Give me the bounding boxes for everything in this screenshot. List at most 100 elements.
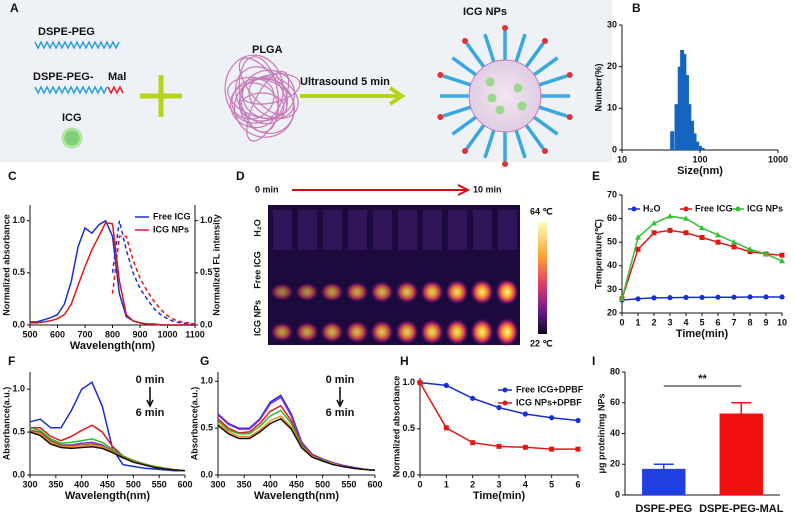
colorbar-max: 64 ℃ bbox=[530, 206, 553, 216]
x-tick-label: 5 bbox=[549, 479, 554, 489]
marker bbox=[747, 246, 753, 252]
x-tick-label: 7 bbox=[731, 317, 736, 327]
panel-letter: I bbox=[592, 354, 595, 368]
np-spoke bbox=[513, 33, 527, 66]
marker bbox=[549, 446, 555, 452]
np-icg bbox=[485, 77, 495, 87]
np-spoke bbox=[522, 121, 545, 150]
np-mal-tip bbox=[437, 114, 444, 121]
np-mal-tip bbox=[502, 25, 508, 31]
bar bbox=[642, 468, 686, 495]
legend-swatch-marker bbox=[631, 206, 637, 212]
x-tick-label: 10 bbox=[617, 154, 627, 164]
marker bbox=[651, 295, 657, 301]
marker bbox=[683, 230, 689, 236]
plga-strand bbox=[240, 73, 301, 105]
y-tick-label: 1.0 bbox=[12, 384, 25, 394]
marker bbox=[731, 239, 737, 245]
bar bbox=[690, 120, 695, 150]
tube-free-icg bbox=[470, 279, 494, 305]
x-tick-label: 600 bbox=[367, 479, 382, 489]
legend-label: Free ICG+DPBF bbox=[516, 384, 584, 394]
y-axis-label: Normalized absorbance bbox=[391, 376, 401, 478]
x-tick-label: 0 bbox=[619, 317, 624, 327]
marker bbox=[731, 244, 737, 250]
bar bbox=[674, 104, 679, 150]
annotation-end: 6 min bbox=[136, 407, 165, 419]
panel-letter: G bbox=[200, 354, 209, 368]
tube-free-icg bbox=[395, 280, 419, 304]
marker bbox=[699, 294, 705, 301]
y-tick-label: 0.5 bbox=[12, 267, 25, 277]
tube-h2o bbox=[473, 210, 492, 250]
thermal-row-label: H₂O bbox=[252, 219, 262, 237]
marker bbox=[747, 249, 753, 255]
np-mal-tip bbox=[566, 71, 573, 78]
panel-letter: F bbox=[8, 354, 15, 368]
x-tick-label: 350 bbox=[48, 479, 63, 489]
np-icg bbox=[487, 93, 497, 103]
panel-letter: B bbox=[632, 1, 641, 15]
np-icg bbox=[513, 83, 523, 93]
marker bbox=[470, 395, 476, 401]
label-product: ICG NPs bbox=[463, 6, 507, 18]
series-line bbox=[217, 415, 376, 472]
np-spoke bbox=[465, 42, 488, 71]
marker bbox=[667, 213, 673, 219]
marker bbox=[443, 382, 449, 388]
tube-free-icg bbox=[345, 281, 369, 303]
y-tick-label: 20 bbox=[607, 61, 617, 71]
plus-sign bbox=[140, 75, 182, 117]
x-axis-label: Time(min) bbox=[676, 328, 729, 340]
legend-label: ICG NPs bbox=[153, 224, 189, 234]
x-axis-label: Time(min) bbox=[473, 490, 526, 502]
x-tick-label: 100 bbox=[692, 154, 707, 164]
x-tick-label: 4 bbox=[683, 317, 688, 327]
x-tick-label: 550 bbox=[152, 479, 167, 489]
legend-label: Free ICG bbox=[153, 211, 191, 221]
np-mal-tip bbox=[437, 71, 444, 78]
tube-free-icg bbox=[270, 283, 294, 301]
np-spoke bbox=[530, 113, 559, 136]
tube-h2o bbox=[498, 210, 517, 250]
np-mal-tip bbox=[502, 161, 508, 167]
annotation-arrow bbox=[146, 387, 154, 408]
tube-icg-nps bbox=[295, 321, 319, 343]
marker bbox=[763, 250, 769, 257]
panel-letter: D bbox=[236, 169, 245, 183]
plga-strand bbox=[229, 82, 279, 129]
annotation-start: 0 min bbox=[326, 374, 355, 386]
annotation-arrow bbox=[336, 387, 344, 408]
y-tick-label: 1.0 bbox=[200, 376, 213, 386]
y-axis-label: Temperature(℃) bbox=[593, 219, 603, 289]
y-axis-label: μg protein/mg NPs bbox=[596, 393, 606, 473]
x-tick-label: 9 bbox=[763, 317, 768, 327]
marker bbox=[635, 234, 641, 240]
bar bbox=[687, 104, 692, 150]
x-tick-label: 2 bbox=[651, 317, 656, 327]
tube-h2o bbox=[348, 210, 367, 250]
np-core bbox=[468, 59, 542, 133]
label-icg: ICG bbox=[62, 112, 82, 124]
legend-swatch-marker bbox=[502, 400, 508, 406]
bar bbox=[700, 147, 705, 150]
y-tick-label: 0 bbox=[612, 144, 617, 154]
marker bbox=[417, 380, 423, 386]
x-tick-label: 300 bbox=[210, 479, 225, 489]
np-icg bbox=[495, 105, 505, 115]
bar bbox=[684, 75, 689, 150]
marker bbox=[667, 295, 673, 301]
annotation-start: 0 min bbox=[136, 374, 165, 386]
y-tick-label: 1.0 bbox=[12, 215, 25, 225]
colorbar bbox=[538, 222, 547, 334]
panel-letter: E bbox=[592, 169, 600, 183]
marker bbox=[699, 224, 705, 231]
np-mal-tip bbox=[462, 148, 469, 155]
y-tick-label: 0.5 bbox=[402, 423, 415, 433]
x-tick-label: 500 bbox=[315, 479, 330, 489]
x-tick-label: 1000 bbox=[768, 154, 788, 164]
np-spoke bbox=[442, 104, 475, 118]
tube-icg-nps bbox=[345, 320, 369, 344]
y-tick-label: 50 bbox=[607, 237, 617, 247]
tube-free-icg bbox=[295, 282, 319, 302]
